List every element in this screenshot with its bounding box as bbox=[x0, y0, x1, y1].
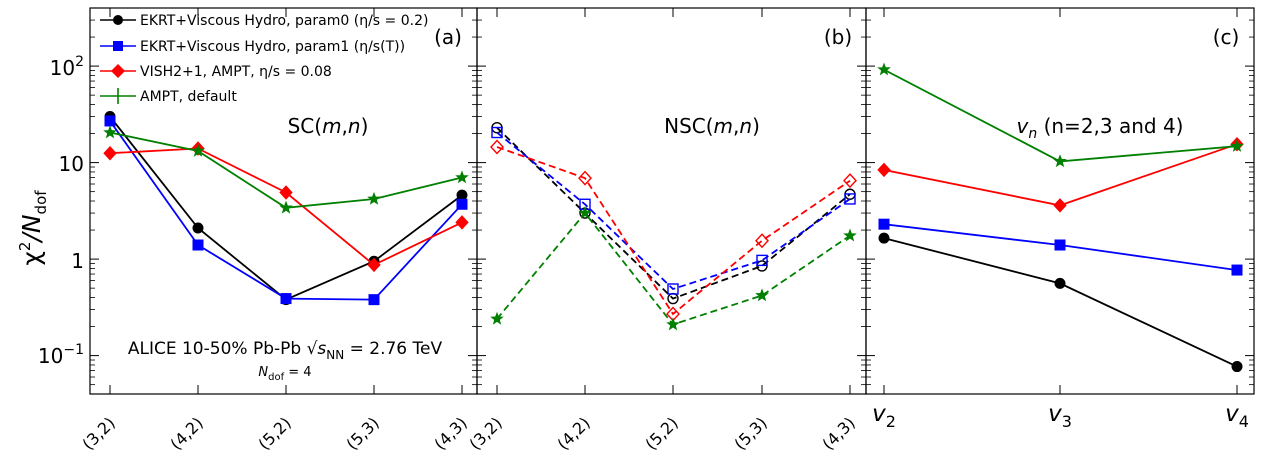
data-point-0-0-1 bbox=[192, 222, 204, 234]
y-tick-label-10: 10 bbox=[59, 152, 84, 176]
data-point-0-1-1 bbox=[192, 239, 204, 251]
panel-a-title: SC(m,n) bbox=[288, 114, 369, 138]
panel-c-title: vn (n=2,3 and 4) bbox=[1017, 114, 1184, 142]
data-point-0-1-4 bbox=[456, 198, 468, 210]
data-point-2-3-0 bbox=[877, 62, 891, 76]
data-point-2-1-2 bbox=[1231, 264, 1243, 276]
data-point-0-0-4 bbox=[456, 189, 468, 201]
data-point-1-2-1 bbox=[578, 170, 592, 186]
svg-text:VISH2+1, AMPT, η/s = 0.08: VISH2+1, AMPT, η/s = 0.08 bbox=[140, 64, 332, 80]
panel-b-title: NSC(m,n) bbox=[664, 114, 760, 138]
data-point-1-2-0 bbox=[490, 139, 504, 155]
panel-a-label: (a) bbox=[434, 25, 462, 49]
data-point-0-3-1 bbox=[191, 143, 205, 157]
data-point-1-3-2 bbox=[666, 317, 680, 331]
series-line-1-1 bbox=[496, 131, 851, 291]
legend-item-ampt: AMPT, default bbox=[100, 88, 237, 105]
data-point-1-2-4 bbox=[843, 173, 857, 189]
data-point-2-0-0 bbox=[878, 232, 890, 244]
data-point-0-1-3 bbox=[368, 294, 380, 306]
y-tick-label-100: 102 bbox=[50, 54, 84, 80]
data-point-1-1-4 bbox=[844, 193, 856, 205]
data-point-1-3-4 bbox=[843, 228, 857, 242]
data-point-0-3-4 bbox=[455, 170, 469, 184]
legend: EKRT+Viscous Hydro, param0 (η/s = 0.2) E… bbox=[100, 13, 428, 105]
data-point-1-3-0 bbox=[490, 311, 504, 325]
data-point-2-0-1 bbox=[1054, 277, 1066, 289]
dataset-annotation: ALICE 10-50% Pb-Pb √sNN = 2.76 TeV bbox=[128, 339, 443, 362]
data-point-0-2-3 bbox=[367, 257, 381, 273]
legend-item-param0: EKRT+Viscous Hydro, param0 (η/s = 0.2) bbox=[100, 13, 428, 29]
ndof-annotation: Ndof = 4 bbox=[258, 365, 311, 383]
data-point-2-3-1 bbox=[1053, 154, 1067, 168]
data-point-0-3-3 bbox=[367, 191, 381, 205]
svg-text:AMPT, default: AMPT, default bbox=[140, 89, 237, 105]
x-tick-label-v3: v3 bbox=[1048, 401, 1072, 431]
series-line-1-2 bbox=[496, 146, 851, 316]
legend-item-param1: EKRT+Viscous Hydro, param1 (η/s(T)) bbox=[100, 39, 405, 55]
panel-c-label: (c) bbox=[1213, 25, 1240, 49]
data-point-0-2-4 bbox=[455, 215, 469, 230]
data-point-1-1-2 bbox=[667, 283, 679, 295]
data-point-2-2-1 bbox=[1053, 198, 1067, 213]
data-point-2-3-2 bbox=[1230, 139, 1244, 152]
x-tick-label-v2: v2 bbox=[872, 401, 896, 431]
data-point-0-2-0 bbox=[103, 146, 117, 161]
data-point-0-3-0 bbox=[103, 125, 117, 139]
x-tick-label-v4: v4 bbox=[1225, 401, 1249, 431]
data-point-0-3-2 bbox=[279, 200, 293, 214]
legend-item-vish: VISH2+1, AMPT, η/s = 0.08 bbox=[100, 64, 332, 80]
panel-b-label: (b) bbox=[824, 25, 852, 49]
y-axis-label: χ2/Ndof bbox=[16, 190, 50, 266]
data-point-1-1-0 bbox=[491, 126, 503, 139]
data-point-1-3-1 bbox=[578, 205, 592, 219]
data-point-2-2-0 bbox=[877, 162, 891, 178]
data-point-2-1-0 bbox=[878, 218, 890, 230]
y-tick-label-1: 1 bbox=[71, 249, 84, 273]
data-point-1-3-3 bbox=[755, 288, 769, 302]
data-point-0-1-2 bbox=[280, 293, 292, 305]
data-point-2-0-2 bbox=[1231, 361, 1243, 373]
data-point-0-1-0 bbox=[104, 115, 116, 127]
data-point-1-1-3 bbox=[756, 254, 768, 267]
data-point-0-2-2 bbox=[279, 185, 293, 200]
data-point-2-1-1 bbox=[1054, 239, 1066, 251]
svg-text:EKRT+Viscous Hydro, param1 (η/: EKRT+Viscous Hydro, param1 (η/s(T)) bbox=[140, 39, 405, 55]
series-line-1-0 bbox=[496, 127, 851, 300]
data-point-1-2-3 bbox=[755, 233, 769, 249]
svg-text:EKRT+Viscous Hydro, param0 (η/: EKRT+Viscous Hydro, param0 (η/s = 0.2) bbox=[140, 13, 428, 29]
